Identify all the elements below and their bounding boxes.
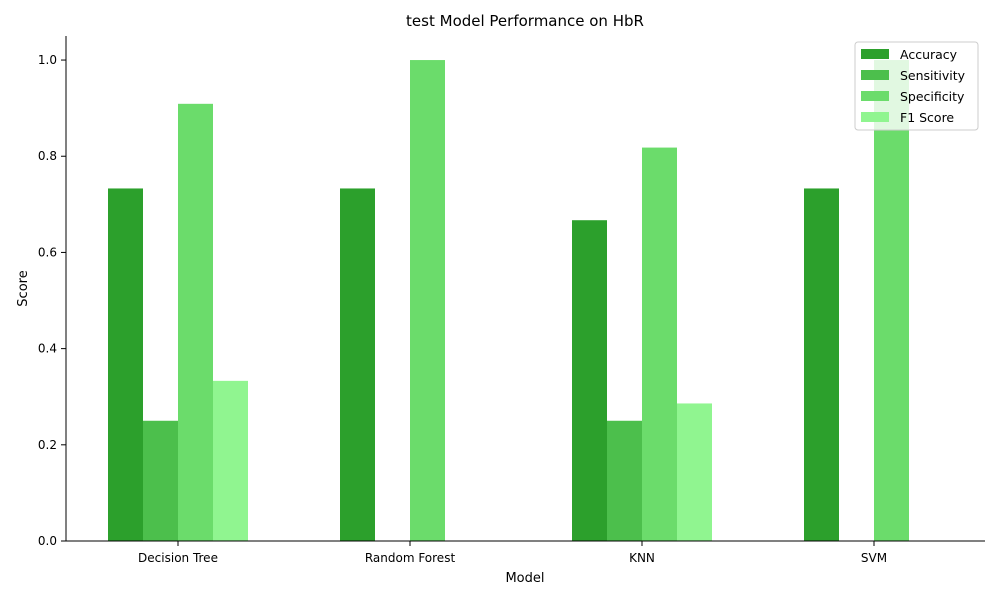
y-tick-label: 0.6: [38, 245, 57, 259]
bar-accuracy-svm: [804, 188, 839, 541]
legend-label: Specificity: [900, 89, 965, 104]
x-tick-label: Decision Tree: [138, 551, 218, 565]
bar-sensitivity-decision-tree: [143, 420, 178, 541]
x-tick-label: KNN: [629, 551, 655, 565]
y-tick-label: 0.0: [38, 534, 57, 548]
legend-label: F1 Score: [900, 110, 954, 125]
chart-title: test Model Performance on HbR: [406, 12, 644, 30]
y-tick-label: 1.0: [38, 53, 57, 67]
bar-accuracy-knn: [572, 220, 607, 541]
x-tick-label: Random Forest: [365, 551, 456, 565]
legend-items: Accuracy Sensitivity Specificity F1 Score: [861, 47, 966, 125]
legend: Accuracy Sensitivity Specificity F1 Score: [854, 41, 979, 131]
bar-specificity-knn: [642, 147, 677, 542]
y-tick-label: 0.8: [38, 149, 57, 163]
y-ticks: 0.0 0.2 0.4 0.6 0.8 1.0: [38, 53, 66, 548]
bar-specificity-decision-tree: [178, 103, 213, 542]
legend-swatch: [861, 112, 889, 122]
x-ticks: Decision Tree Random Forest KNN SVM: [138, 541, 887, 565]
bar-sensitivity-knn: [607, 420, 642, 541]
y-tick-label: 0.4: [38, 342, 57, 356]
bars-layer: [108, 60, 909, 542]
y-axis-label: Score: [16, 270, 31, 306]
axes-layer: [65, 36, 985, 542]
legend-box: [854, 41, 979, 131]
legend-label: Sensitivity: [900, 68, 966, 83]
legend-swatch: [861, 49, 889, 59]
legend-swatch: [861, 91, 889, 101]
y-tick-label: 0.2: [38, 438, 57, 452]
legend-label: Accuracy: [900, 47, 958, 62]
bar-f1-score-knn: [677, 403, 712, 541]
x-tick-label: SVM: [861, 551, 887, 565]
legend-swatch: [861, 70, 889, 80]
bar-accuracy-decision-tree: [108, 188, 143, 541]
bar-specificity-svm: [874, 60, 909, 542]
bar-specificity-random-forest: [410, 60, 445, 542]
bar-f1-score-decision-tree: [213, 380, 248, 541]
bar-accuracy-random-forest: [340, 188, 375, 541]
x-axis-label: Model: [505, 571, 544, 586]
